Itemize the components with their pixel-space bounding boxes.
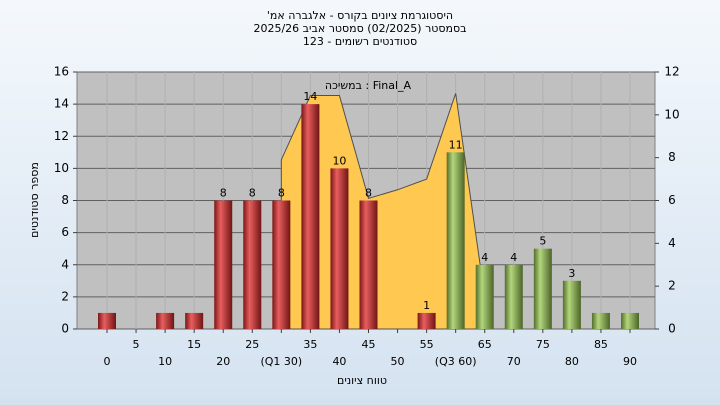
- y-tick-label: 6: [61, 225, 69, 239]
- bar: [214, 200, 233, 329]
- value-label: 5: [539, 235, 546, 248]
- value-label: 4: [510, 251, 517, 264]
- value-label: 4: [481, 251, 488, 264]
- y2-tick-label: 12: [664, 65, 679, 79]
- bar: [446, 152, 465, 329]
- bar: [243, 200, 262, 329]
- x-tick-label: 40: [332, 355, 346, 368]
- x-axis-label: טווח ציונים: [337, 374, 387, 387]
- y-tick-label: 8: [61, 193, 69, 207]
- bar: [417, 312, 436, 329]
- y2-tick-label: 8: [668, 150, 676, 164]
- value-label: 14: [303, 90, 317, 103]
- x-tick-label: 5: [133, 338, 140, 351]
- x-tick-label: 55: [420, 338, 434, 351]
- y2-tick-label: 2: [668, 279, 676, 293]
- x-tick-label: 10: [158, 355, 172, 368]
- x-tick-label: 75: [536, 338, 550, 351]
- bar: [156, 312, 175, 329]
- bar: [475, 264, 494, 329]
- value-label: 8: [278, 187, 285, 200]
- y-tick-label: 14: [54, 97, 69, 111]
- annotation: במשיכה : Final_A: [325, 79, 412, 92]
- bar: [562, 280, 581, 329]
- bar: [621, 312, 639, 329]
- x-tick-label: 25: [245, 338, 259, 351]
- x-tick-label: 80: [565, 355, 579, 368]
- bar: [504, 264, 523, 329]
- value-label: 8: [249, 187, 256, 200]
- x-tick-label: 65: [478, 338, 492, 351]
- y-tick-label: 0: [61, 322, 69, 336]
- value-label: 11: [449, 138, 463, 151]
- chart-subtitle: סטודנטים רשומים - 123: [303, 35, 417, 48]
- y2-tick-label: 10: [664, 107, 679, 121]
- x-tick-label: 20: [216, 355, 230, 368]
- x-tick-label: 70: [507, 355, 521, 368]
- x-tick-label: 45: [362, 338, 376, 351]
- x-tick-label: 85: [594, 338, 608, 351]
- y-tick-label: 12: [54, 129, 69, 143]
- x-tick-label: 0: [104, 355, 111, 368]
- x-tick-label: 90: [623, 355, 637, 368]
- y-tick-label: 10: [54, 161, 69, 175]
- y2-tick-label: 0: [668, 322, 676, 336]
- y-tick-label: 16: [54, 65, 69, 79]
- chart-subtitle: בסמסטר (02/2025) סמסטר אביב 2025/26: [253, 22, 466, 35]
- bar: [185, 312, 204, 329]
- x-tick-label: (Q1 30): [260, 355, 302, 368]
- bar: [301, 104, 320, 329]
- y-tick-label: 4: [61, 257, 69, 271]
- value-label: 1: [423, 299, 430, 312]
- bar: [330, 168, 349, 329]
- value-label: 3: [568, 267, 575, 280]
- value-label: 8: [220, 187, 227, 200]
- value-label: 10: [332, 154, 346, 167]
- x-tick-label: 15: [187, 338, 201, 351]
- value-label: 8: [365, 187, 372, 200]
- bar: [359, 200, 378, 329]
- y2-tick-label: 4: [668, 236, 676, 250]
- y2-tick-label: 6: [668, 193, 676, 207]
- x-tick-label: 35: [303, 338, 317, 351]
- chart-title: היסטוגרמת ציונים בקורס - אלגברה אמ': [267, 9, 453, 22]
- y-tick-label: 2: [61, 289, 69, 303]
- bar: [591, 312, 610, 329]
- bar: [533, 248, 552, 329]
- bar: [98, 312, 116, 329]
- bar: [272, 200, 291, 329]
- x-tick-label: (Q3 60): [435, 355, 477, 368]
- x-tick-label: 50: [391, 355, 405, 368]
- y-axis-label: מספר סטודנטים: [28, 162, 41, 238]
